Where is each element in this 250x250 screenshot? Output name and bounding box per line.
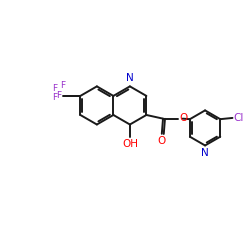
- Text: F: F: [52, 84, 57, 92]
- Text: OH: OH: [122, 139, 138, 149]
- Text: F: F: [60, 81, 65, 90]
- Text: N: N: [201, 148, 209, 158]
- Text: Cl: Cl: [234, 113, 244, 123]
- Text: N: N: [126, 73, 134, 83]
- Text: O: O: [179, 113, 187, 123]
- Text: F: F: [52, 93, 57, 102]
- Text: O: O: [157, 136, 166, 146]
- Text: F: F: [56, 92, 61, 100]
